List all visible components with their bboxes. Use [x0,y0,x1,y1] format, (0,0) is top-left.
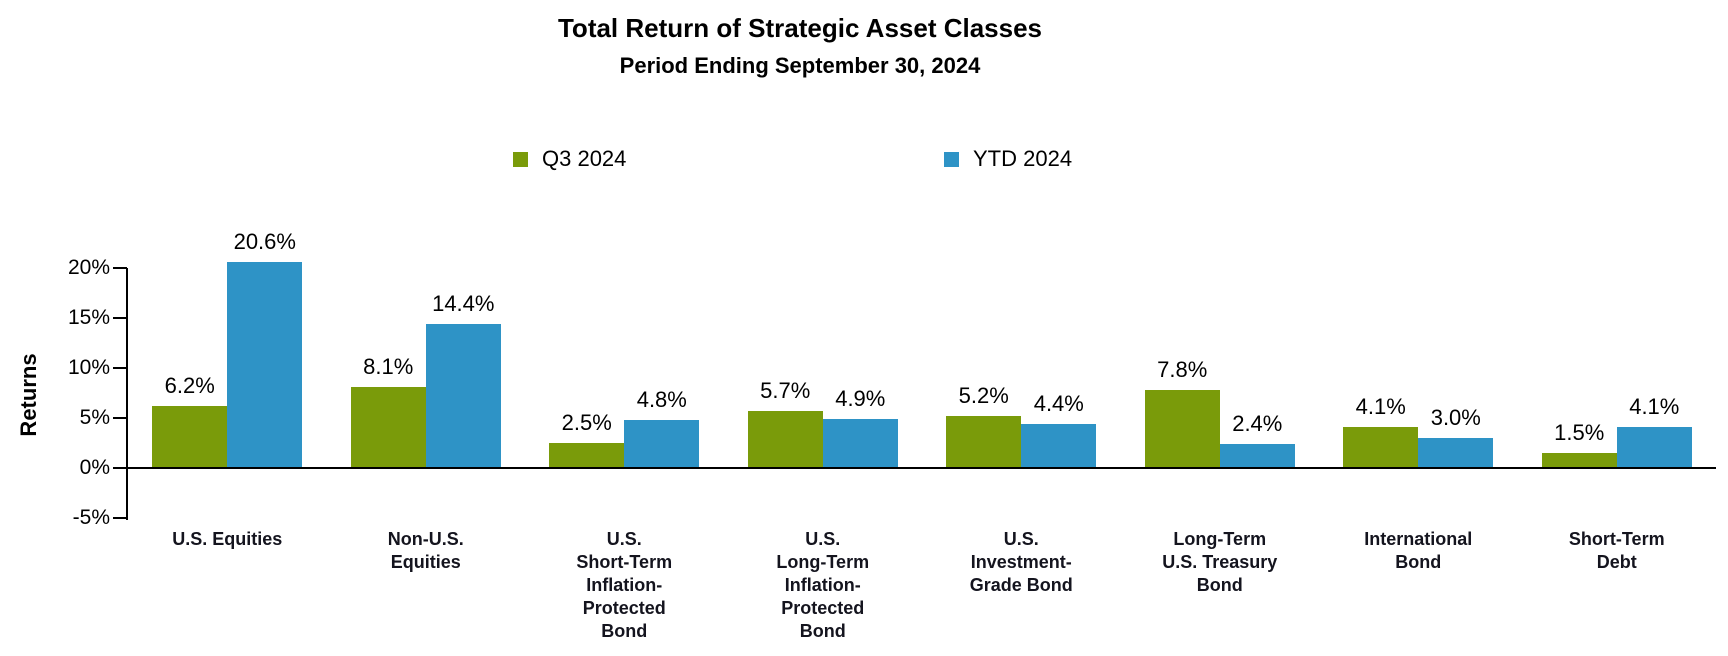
x-axis-line [128,467,1716,469]
y-tick-mark [113,417,127,419]
bar-q3-2024 [1144,390,1220,468]
y-tick-label: 15% [67,306,110,329]
legend-label-q3-2024: Q3 2024 [542,146,627,171]
y-tick-mark [113,317,127,319]
bar-slot: 8.1% [350,238,426,468]
bar-ytd-2024 [1418,438,1494,468]
bar-group: 2.5% 4.8% [525,238,724,468]
x-category-label: U.S. Long-Term Inflation- Protected Bond [776,529,870,641]
bar-slot: 4.1% [1343,238,1419,468]
bar-group: 1.5% 4.1% [1518,238,1717,468]
x-category-label: U.S. Investment- Grade Bond [969,529,1073,595]
bar-value-label: 2.5% [561,410,612,435]
legend-item-ytd-2024: YTD 2024 [944,146,1072,172]
bar-ytd-2024 [227,262,303,468]
bar-slot: 1.5% [1541,238,1617,468]
bar-value-label: 5.2% [958,383,1009,408]
y-tick-mark [113,517,127,519]
bar-ytd-2024 [1219,444,1295,468]
bar-value-label: 3.0% [1430,405,1481,430]
bar-ytd-2024 [1616,427,1692,468]
bar-slot: 6.2% [152,238,228,468]
bar-slot: 20.6% [227,229,303,468]
bar-group: 5.2% 4.4% [922,238,1121,468]
bar-slot: 3.0% [1418,238,1494,468]
bar-value-label: 7.8% [1157,357,1208,382]
bar-group: 8.1% 14.4% [327,238,526,468]
bar-pair: 7.8% 2.4% [1144,238,1295,468]
bar-slot: 4.1% [1616,238,1692,468]
bar-q3-2024 [152,406,228,468]
bar-value-label: 4.8% [636,387,687,412]
bar-slot: 4.8% [624,238,700,468]
bar-pair: 6.2% 20.6% [152,229,303,468]
bar-q3-2024 [1541,453,1617,468]
bar-pair: 4.1% 3.0% [1343,238,1494,468]
bar-slot: 14.4% [425,238,501,468]
x-category-label: International Bond [1364,529,1473,572]
bar-value-label: 4.4% [1033,391,1084,416]
legend-swatch-q3-2024 [513,151,528,167]
bar-q3-2024 [549,443,625,468]
plot-area: 6.2% 20.6% 8.1% 14.4% 2.5% 4.8% 5.7% 4.9% 5.2% 4.… [128,229,1717,468]
bar-pair: 5.7% 4.9% [747,238,898,468]
legend-item-q3-2024: Q3 2024 [513,146,626,172]
bar-q3-2024 [747,411,823,468]
x-category-label: Non-U.S. Equities [387,529,464,572]
legend-swatch-ytd-2024 [944,151,959,167]
bar-q3-2024 [350,387,426,468]
bar-value-label: 4.9% [835,386,886,411]
x-category-label: Long-Term U.S. Treasury Bond [1162,529,1278,595]
y-tick-label: 10% [67,356,110,379]
bar-group: 4.1% 3.0% [1319,238,1518,468]
bar-slot: 7.8% [1144,238,1220,468]
y-tick-mark [113,267,127,269]
bar-slot: 5.7% [747,238,823,468]
y-tick-label: 0% [79,456,110,479]
y-tick-mark [113,367,127,369]
bar-pair: 2.5% 4.8% [549,238,700,468]
bar-value-label: 20.6% [233,229,296,254]
bar-value-label: 8.1% [363,354,414,379]
bar-value-label: 1.5% [1554,420,1605,445]
chart-subtitle: Period Ending September 30, 2024 [619,53,981,78]
bar-pair: 1.5% 4.1% [1541,238,1692,468]
bar-ytd-2024 [1021,424,1097,468]
y-tick-label: -5% [72,506,110,529]
legend-label-ytd-2024: YTD 2024 [973,146,1073,171]
x-category-label: Short-Term Debt [1568,529,1665,572]
bar-slot: 4.9% [822,238,898,468]
bar-slot: 2.5% [549,238,625,468]
bar-ytd-2024 [624,420,700,468]
bar-group: 5.7% 4.9% [724,238,923,468]
bar-value-label: 4.1% [1629,394,1680,419]
bar-value-label: 4.1% [1355,394,1406,419]
x-axis-labels: U.S. Equities Non-U.S. Equities U.S. Short… [128,528,1716,643]
bar-ytd-2024 [425,324,501,468]
x-category-label: U.S. Short-Term Inflation- Protected Bon… [576,529,673,641]
bar-value-label: 5.7% [760,378,811,403]
bar-value-label: 14.4% [432,291,495,316]
bar-value-label: 2.4% [1232,411,1283,436]
bar-group: 6.2% 20.6% [128,229,327,468]
y-tick-label: 20% [67,256,110,279]
bar-slot: 2.4% [1219,238,1295,468]
bar-q3-2024 [946,416,1022,468]
bar-pair: 5.2% 4.4% [946,238,1097,468]
bar-group: 7.8% 2.4% [1121,238,1320,468]
bar-ytd-2024 [822,419,898,468]
chart-title: Total Return of Strategic Asset Classes [557,13,1043,43]
bar-pair: 8.1% 14.4% [350,238,501,468]
bar-slot: 4.4% [1021,238,1097,468]
bar-value-label: 6.2% [164,373,215,398]
bar-slot: 5.2% [946,238,1022,468]
x-category-label: U.S. Equities [172,529,283,549]
bar-q3-2024 [1343,427,1419,468]
y-axis-line [126,268,128,520]
y-tick-label: 5% [79,406,110,429]
y-tick-mark [113,467,127,469]
